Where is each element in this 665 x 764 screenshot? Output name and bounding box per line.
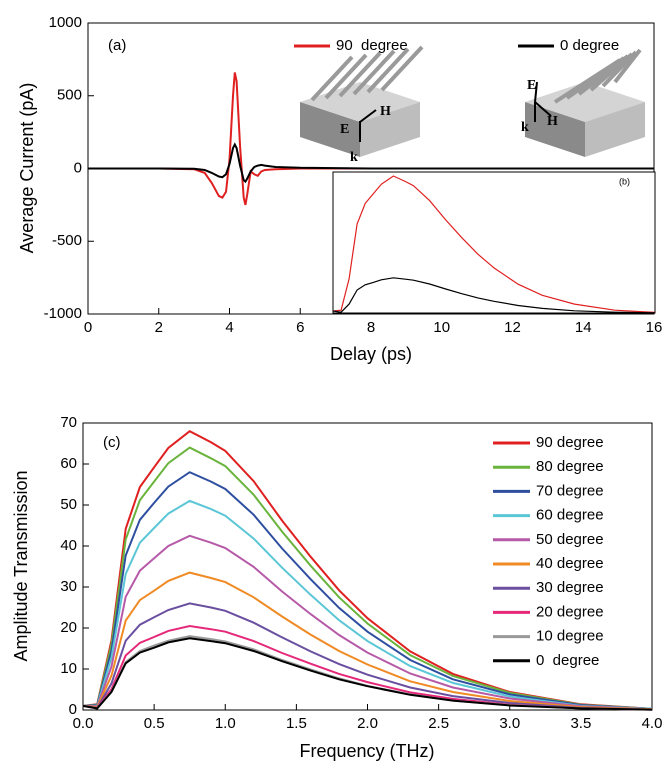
y-tick-label: -1000 [44,305,82,322]
x-tick-label: 10 [433,319,450,336]
panel-label: (c) [103,434,121,451]
series-line [82,534,653,711]
x-tick-label: 4.0 [642,715,663,732]
field-label: H [380,104,391,119]
panel-label: (a) [108,37,126,54]
y-axis-title: Average Current (pA) [17,83,37,254]
legend-label: 10 degree [536,628,604,645]
y-tick-label: 30 [60,578,77,595]
series-line [332,175,656,313]
y-tick-label: 60 [60,455,77,472]
x-tick-label: 0.5 [144,715,165,732]
legend-label: 0 degree [560,37,619,54]
legend-label: 70 degree [536,482,604,499]
legend-label: 30 degree [536,579,604,596]
x-tick-label: 2 [155,319,163,336]
y-tick-label: 40 [60,537,77,554]
field-label: k [521,120,529,135]
x-axis-title: Frequency (THz) [299,741,434,761]
series-line [332,277,656,314]
x-tick-label: 8 [367,319,375,336]
y-tick-label: 500 [57,87,82,104]
grating-bar [601,50,638,88]
panel-label: (b) [619,176,630,186]
arrow-h [359,109,377,123]
series-line [82,637,653,711]
y-tick-label: 1000 [49,14,82,31]
block-right [585,102,645,157]
x-tick-label: 16 [646,319,663,336]
grating-bar [338,51,382,98]
polarization-diagram: E Hk [300,45,424,165]
grating-bar [589,52,634,92]
y-tick-label: 70 [60,414,77,431]
x-tick-label: 4 [225,319,233,336]
series-line [82,624,653,711]
x-tick-label: 1.5 [286,715,307,732]
arrow-h [534,101,552,117]
x-tick-label: 3.0 [499,715,520,732]
y-tick-label: -500 [52,232,82,249]
series-line [88,142,654,184]
x-tick-label: 6 [296,319,304,336]
x-tick-label: 2.0 [357,715,378,732]
x-tick-label: 12 [504,319,521,336]
grating-bar [366,47,410,94]
polarization-diagram: E Hk [521,48,645,157]
y-tick-label: 10 [60,660,77,677]
x-tick-label: 14 [575,319,592,336]
block-right [360,102,420,157]
field-label: E [340,122,349,137]
block-left [525,102,585,157]
legend-label: 0 degree [536,652,599,669]
x-tick-label: 3.5 [570,715,591,732]
inset-frame [332,171,656,314]
y-tick-label: 0 [69,701,77,718]
grating-bar [324,53,368,100]
legend-label: 40 degree [536,555,604,572]
series-line [82,571,653,711]
legend-label: 60 degree [536,507,604,524]
legend-label: 50 degree [536,531,604,548]
x-tick-label: 2.5 [428,715,449,732]
field-label: H [547,114,558,129]
plot-frame [82,422,653,711]
y-tick-label: 0 [74,159,82,176]
field-label: E [527,78,536,93]
arrow-e [534,81,538,103]
block-left [300,102,360,157]
grating-bar [352,49,396,96]
legend-label: 90 degree [536,434,604,451]
x-tick-label: 1.0 [215,715,236,732]
series-line [82,430,653,710]
series-line [82,602,653,711]
x-tick-label: 0.0 [73,715,94,732]
legend-label: 20 degree [536,603,604,620]
field-label: k [350,150,358,165]
y-tick-label: 50 [60,496,77,513]
x-axis-title: Delay (ps) [330,344,412,364]
legend-label: 90 degree [336,37,408,54]
legend-label: 80 degree [536,458,604,475]
series-line [83,499,653,710]
grating-bar [310,55,354,102]
grating-bar [613,48,642,84]
series-line [82,471,653,710]
grating-bar [380,45,424,92]
x-tick-label: 0 [84,319,92,336]
y-axis-title: Amplitude Transmission [11,470,31,661]
y-tick-label: 20 [60,619,77,636]
series-line [82,446,653,710]
